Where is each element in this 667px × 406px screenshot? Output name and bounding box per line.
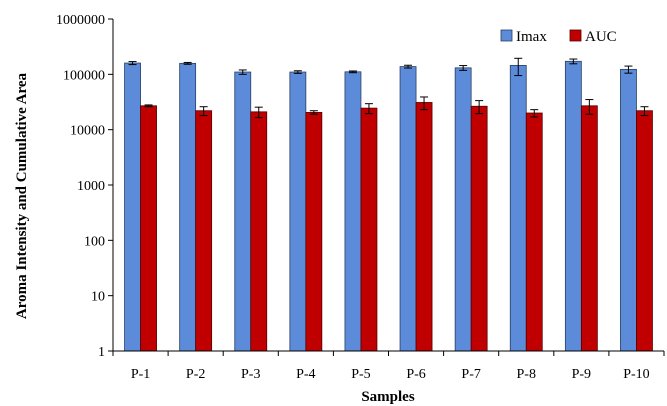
bar-imax-p-5 (344, 71, 362, 352)
x-tick-label: P-6 (406, 367, 425, 382)
legend-swatch-imax (500, 29, 513, 42)
x-tick-label: P-8 (517, 367, 536, 382)
legend-label-imax: Imax (516, 29, 547, 45)
y-tick-label: 1 (98, 345, 105, 360)
bar-auc-p-6 (415, 102, 433, 352)
x-tick-label: P-4 (296, 367, 315, 382)
bar-imax-p-4 (289, 71, 307, 352)
y-tick-label: 1000000 (56, 13, 105, 28)
y-tick-label: 100000 (63, 68, 105, 83)
x-axis-title: Samples (361, 389, 415, 405)
x-tick-label: P-3 (241, 367, 260, 382)
bar-imax-p-3 (234, 71, 252, 352)
legend-label-auc: AUC (585, 29, 617, 45)
y-tick-label: 1000 (77, 179, 105, 194)
x-tick-label: P-2 (186, 367, 205, 382)
bar-imax-p-9 (564, 60, 582, 352)
bar-imax-p-7 (454, 67, 472, 352)
bar-auc-p-7 (470, 105, 488, 352)
bar-auc-p-5 (360, 107, 378, 352)
bar-auc-p-1 (140, 105, 157, 352)
bar-imax-p-6 (399, 66, 417, 352)
bar-imax-p-10 (620, 68, 637, 352)
bars (124, 60, 653, 352)
x-tick-label: P-9 (572, 367, 591, 382)
y-tick-label: 10000 (70, 124, 105, 139)
y-ticks: 1 10 100 1000 10000 100000 1000000 (56, 13, 113, 360)
x-tick-label: P-7 (461, 367, 480, 382)
bar-auc-p-4 (305, 112, 323, 352)
bar-imax-p-8 (509, 65, 527, 352)
bar-auc-p-2 (195, 110, 213, 352)
y-tick-label: 100 (84, 234, 105, 249)
bar-auc-p-8 (525, 112, 543, 352)
legend: Imax AUC (500, 29, 617, 45)
x-ticks: P-1 P-2 P-3 P-4 P-5 P-6 P-7 P-8 P-9 P-10 (112, 351, 665, 382)
x-tick-label: P-5 (351, 367, 370, 382)
x-tick-label: P-10 (623, 367, 649, 382)
bar-auc-p-3 (250, 111, 268, 352)
bar-imax-p-1 (124, 62, 141, 352)
y-tick-label: 10 (91, 290, 105, 305)
bar-auc-p-10 (636, 110, 653, 352)
legend-swatch-auc (569, 29, 582, 42)
y-axis-title: Aroma Intensity and Cumulative Area (14, 72, 30, 319)
x-tick-label: P-1 (131, 367, 150, 382)
error-bars (128, 57, 649, 119)
bar-imax-p-2 (179, 62, 197, 352)
bar-auc-p-9 (580, 105, 598, 352)
